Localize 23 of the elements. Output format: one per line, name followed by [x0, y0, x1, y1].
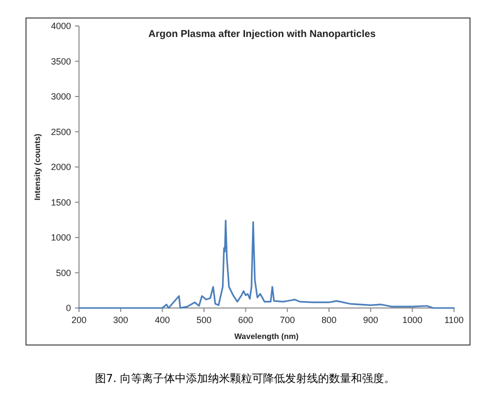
x-tick-label: 800 [321, 315, 337, 325]
x-tick-label: 1100 [444, 315, 464, 325]
x-axis-title: Wavelength (nm) [234, 332, 299, 341]
y-tick-label: 3000 [50, 92, 71, 102]
x-tick-label: 900 [363, 315, 378, 325]
y-axis-title: Intensity (counts) [33, 133, 42, 200]
y-tick-label: 500 [56, 268, 71, 278]
x-tick-label: 200 [71, 315, 87, 325]
caption: 图7. 向等离子体中添加纳米颗粒可降低发射线的数量和强度。 [95, 372, 395, 385]
x-tick-label: 600 [238, 315, 254, 325]
y-tick-label: 2500 [50, 126, 71, 137]
chart-title: Argon Plasma after Injection with Nanoparticles [148, 29, 376, 40]
y-tick-label: 4000 [50, 21, 71, 31]
x-tick-label: 500 [196, 315, 212, 325]
y-tick-label: 1500 [50, 197, 71, 208]
y-tick-label: 2000 [50, 162, 71, 172]
x-tick-label: 700 [280, 315, 295, 325]
x-tick-label: 400 [154, 315, 170, 325]
y-tick-label: 1000 [50, 232, 71, 242]
y-tick-label: 0 [66, 303, 71, 313]
y-tick-label: 3500 [50, 56, 71, 66]
x-tick-label: 300 [113, 315, 128, 325]
x-tick-label: 1000 [402, 315, 422, 325]
